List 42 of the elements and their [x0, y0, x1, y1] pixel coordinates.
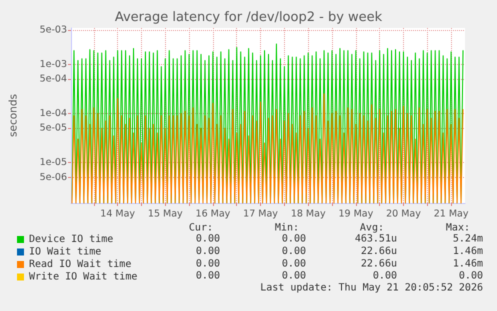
legend-label: Read IO Wait time: [29, 259, 132, 270]
text: Max:: [446, 222, 470, 234]
text: Last update: Thu May 21 20:05:52 2026: [260, 282, 483, 294]
x-tick-label: 14 May: [100, 208, 136, 220]
x-tick-label: 21 May: [434, 208, 469, 220]
y-axis-title: seconds: [8, 94, 20, 137]
text: Avg:: [360, 222, 384, 234]
text: 0.00: [458, 270, 483, 282]
text: 0.00: [282, 234, 306, 244]
y-tick-label: 5e-05: [40, 122, 67, 134]
y-tick-label: 5e-04: [40, 74, 67, 85]
legend-label: Write IO Wait time: [29, 272, 138, 282]
text: 0.00: [282, 270, 306, 282]
x-tick-label: 19 May: [338, 208, 374, 220]
text: 5.24m: [452, 234, 483, 244]
x-tick-label: 17 May: [243, 208, 278, 220]
text: 463.51u: [354, 234, 397, 244]
x-tick-label: 15 May: [148, 208, 184, 220]
text: 22.66u: [360, 258, 397, 270]
text: 1.46m: [452, 246, 483, 257]
x-tick-label: 16 May: [196, 208, 231, 220]
y-tick-label: 1e-05: [40, 157, 67, 168]
text: Min:: [274, 222, 299, 234]
text: 22.66u: [360, 246, 397, 257]
text: 1.46m: [452, 258, 483, 270]
chart-title: Average latency for /dev/loop2 - by week: [114, 10, 383, 25]
text: 0.00: [372, 270, 397, 282]
text: 0.00: [196, 234, 220, 244]
y-tick-label: 1e-03: [40, 58, 67, 70]
text: 0.00: [282, 258, 306, 270]
text: 0.00: [196, 258, 220, 270]
legend-label: Device IO time: [29, 234, 114, 245]
text: 0.00: [196, 246, 220, 257]
text: Cur:: [188, 222, 213, 234]
x-tick-label: 20 May: [386, 208, 422, 220]
text: 0.00: [196, 270, 220, 282]
y-tick-label: 5e-03: [40, 24, 67, 36]
y-tick-label: 5e-06: [40, 172, 67, 183]
x-tick-label: 18 May: [290, 208, 326, 220]
text: 0.00: [282, 246, 306, 257]
legend-label: IO Wait time: [29, 246, 102, 258]
y-tick-label: 1e-04: [40, 108, 67, 119]
